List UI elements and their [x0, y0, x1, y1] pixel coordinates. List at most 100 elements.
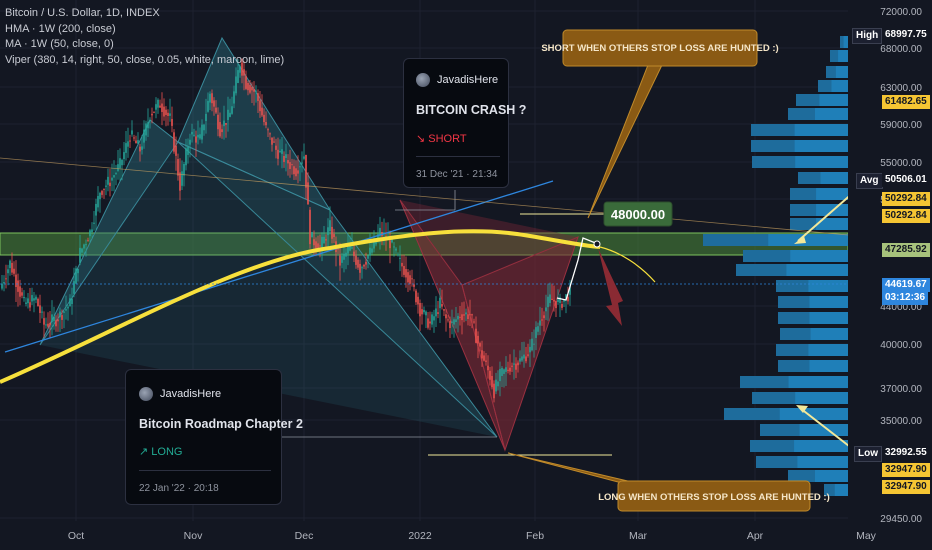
candle-body [127, 141, 129, 147]
candle-body [367, 255, 369, 259]
candle-body [85, 244, 87, 246]
candle-body [509, 367, 511, 372]
idea-card-short[interactable]: JavadisHere BITCOIN CRASH ? ↘ SHORT 31 D… [403, 58, 526, 188]
candle-body [27, 298, 29, 304]
candle-body [341, 256, 343, 263]
candle-body [99, 192, 101, 200]
candle-body [275, 145, 277, 150]
candle-body [97, 196, 99, 208]
candle-body [485, 360, 487, 362]
candle-body [71, 298, 73, 305]
x-tick-label: May [856, 530, 877, 542]
volume-profile-bar-up [809, 296, 848, 308]
candle-body [159, 105, 161, 108]
candle-body [83, 244, 85, 249]
candle-body [527, 354, 529, 356]
volume-profile-bar-up [819, 94, 848, 106]
candle-body [495, 379, 497, 392]
candle-body [421, 309, 423, 315]
candle-body [349, 244, 351, 251]
candle-body [291, 164, 293, 166]
candle-body [361, 267, 363, 269]
candle-body [197, 134, 199, 138]
candle-body [117, 164, 119, 172]
candle-body [439, 297, 441, 309]
current-price-tag: 44619.67 [882, 278, 930, 292]
candle-body [455, 319, 457, 323]
candle-body [171, 118, 173, 126]
candle-body [221, 129, 223, 133]
candle-body [443, 309, 445, 311]
candle-body [401, 262, 403, 267]
candle-body [487, 365, 489, 371]
candle-body [445, 314, 447, 319]
candle-body [557, 299, 559, 302]
candle-body [229, 112, 231, 117]
candle-body [47, 323, 49, 327]
candle-body [347, 246, 349, 254]
candle-body [19, 286, 21, 297]
candle-body [29, 302, 31, 308]
candle-body [507, 369, 509, 371]
candle-body [447, 319, 449, 321]
time-axis[interactable] [0, 521, 848, 550]
candle-body [39, 305, 41, 313]
candle-body [167, 112, 169, 116]
candle-body [541, 319, 543, 321]
candle-body [545, 307, 547, 312]
idea-card-long[interactable]: JavadisHere Bitcoin Roadmap Chapter 2 ↗ … [125, 369, 303, 505]
candle-body [103, 188, 105, 190]
candle-body [555, 300, 557, 309]
card-date: 31 Dec '21 · 21:34 [416, 169, 498, 180]
candle-body [67, 306, 69, 309]
candle-body [243, 69, 245, 76]
candle-body [59, 311, 61, 318]
candle-body [247, 82, 249, 91]
candle-body [231, 106, 233, 114]
candle-body [261, 107, 263, 116]
y-tick-label: 68000.00 [880, 44, 922, 55]
candle-body [561, 304, 563, 308]
x-tick-label: Apr [747, 530, 764, 542]
candle-body [277, 149, 279, 159]
candle-body [547, 296, 549, 308]
volume-profile-bar-up [795, 156, 848, 168]
candle-body [351, 247, 353, 249]
candle-body [105, 185, 107, 187]
candle-body [553, 299, 555, 302]
candle-body [53, 316, 55, 322]
card-direction: ↗ LONG [139, 446, 183, 458]
candle-body [199, 134, 201, 139]
candle-body [211, 93, 213, 104]
candle-body [521, 356, 523, 361]
candle-body [239, 66, 241, 73]
candle-body [31, 295, 33, 302]
candle-body [21, 292, 23, 296]
candle-body [431, 314, 433, 325]
candle-body [257, 93, 259, 101]
candle-body [201, 124, 203, 140]
candle-body [45, 324, 47, 326]
candle-body [503, 369, 505, 374]
candle-body [417, 296, 419, 305]
candle-body [499, 368, 501, 382]
candle-body [129, 140, 131, 142]
candle-body [359, 263, 361, 273]
candle-body [193, 134, 195, 136]
candle-body [189, 139, 191, 145]
x-tick-label: Mar [629, 530, 648, 542]
candle-body [9, 260, 11, 269]
candlesticks [1, 58, 571, 403]
candle-body [405, 269, 407, 278]
candle-body [323, 236, 325, 244]
candle-body [131, 130, 133, 135]
volume-profile-bar-up [794, 124, 848, 136]
candle-body [539, 320, 541, 326]
candle-body [93, 222, 95, 224]
volume-profile-bar-up [809, 312, 848, 324]
volume-profile-bar-up [835, 66, 848, 78]
candle-body [217, 114, 219, 130]
volume-profile-bar-up [815, 470, 848, 482]
candle-body [411, 278, 413, 280]
candle-body [429, 321, 431, 324]
